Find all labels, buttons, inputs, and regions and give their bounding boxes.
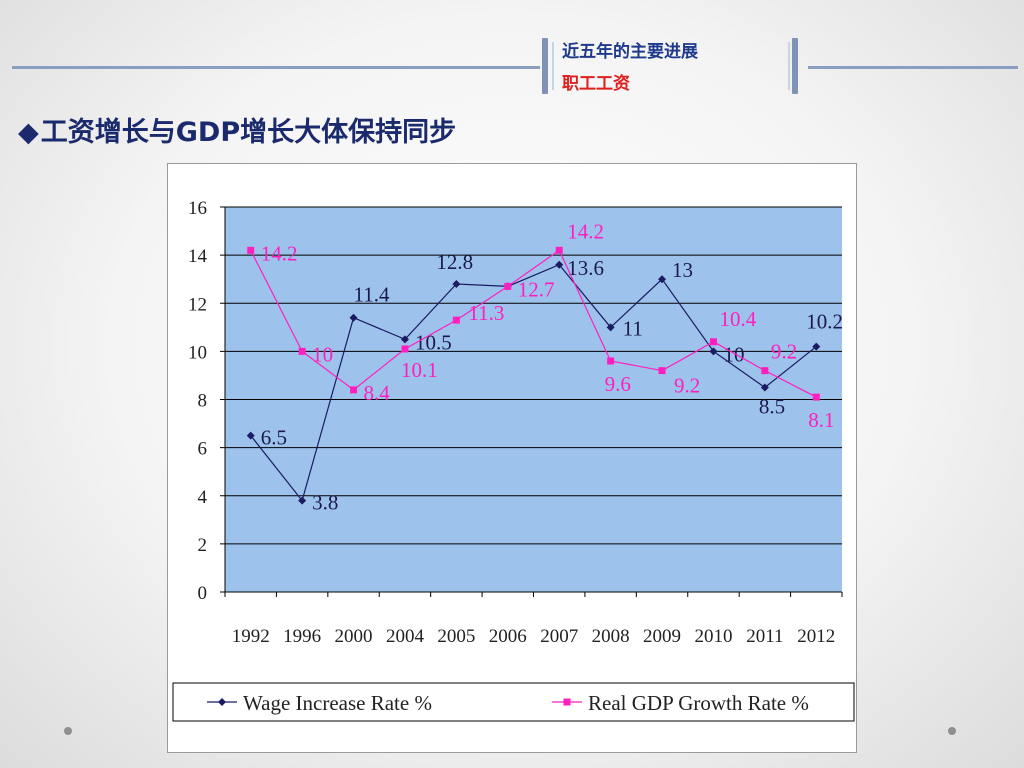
header-bracket-right-inner xyxy=(788,42,790,90)
x-tick-label: 1992 xyxy=(232,626,270,647)
wage-data-point xyxy=(812,342,821,351)
y-tick-label: 0 xyxy=(198,583,208,604)
header-rule-left xyxy=(12,66,540,69)
legend-wage-label: Wage Increase Rate % xyxy=(243,691,432,715)
y-tick-label: 2 xyxy=(198,535,208,556)
gdp-data-point xyxy=(607,357,615,365)
wage-data-label: 6.5 xyxy=(261,426,287,450)
gdp-series-line xyxy=(250,249,817,398)
header-rule-right xyxy=(808,66,1018,69)
wage-data-point xyxy=(555,260,564,269)
wage-data-point xyxy=(760,383,769,392)
gdp-data-point xyxy=(812,393,820,401)
gdp-data-point xyxy=(555,246,563,254)
wage-data-label: 3.8 xyxy=(312,491,338,515)
gdp-data-label: 9.2 xyxy=(771,340,797,364)
x-tick-label: 2009 xyxy=(643,626,681,647)
x-tick-label: 2005 xyxy=(437,626,475,647)
y-tick-label: 6 xyxy=(198,439,208,460)
gdp-data-point xyxy=(709,338,717,346)
wage-data-label: 13 xyxy=(672,258,693,282)
wage-data-label: 11 xyxy=(623,316,643,340)
x-tick-label: 2011 xyxy=(746,626,783,647)
y-tick-label: 4 xyxy=(198,487,208,508)
wage-data-label: 10.2 xyxy=(806,310,843,334)
gdp-data-label: 9.2 xyxy=(674,374,700,398)
headline-text: 工资增长与GDP增长大体保持同步 xyxy=(40,117,457,148)
wage-data-label: 13.6 xyxy=(567,256,604,280)
x-tick-label: 2007 xyxy=(540,626,578,647)
wage-data-point xyxy=(709,347,718,356)
legend-box xyxy=(172,682,855,722)
header-bracket-right xyxy=(792,38,798,94)
slide-nav-dot-right xyxy=(948,727,956,735)
gdp-data-label: 10.1 xyxy=(401,358,438,382)
wage-data-label: 10.5 xyxy=(415,330,452,354)
y-tick-label: 10 xyxy=(188,342,207,363)
x-tick-label: 2010 xyxy=(694,626,732,647)
gdp-data-point xyxy=(350,386,358,394)
gdp-data-label: 9.6 xyxy=(605,372,631,396)
gdp-data-point xyxy=(658,367,666,375)
gdp-data-point xyxy=(298,347,306,355)
slide-headline: ◆工资增长与GDP增长大体保持同步 xyxy=(18,110,456,149)
wage-data-point xyxy=(246,431,255,440)
wage-data-label: 11.4 xyxy=(354,283,390,307)
wage-data-point xyxy=(452,280,461,288)
x-tick-label: 2006 xyxy=(489,626,527,647)
x-tick-label: 2008 xyxy=(592,626,630,647)
gdp-data-label: 10.4 xyxy=(719,307,756,331)
gdp-data-label: 12.7 xyxy=(518,277,555,301)
x-tick-label: 2000 xyxy=(335,626,373,647)
gdp-data-point xyxy=(247,246,255,254)
gdp-data-label: 8.4 xyxy=(364,381,391,405)
y-tick-label: 12 xyxy=(188,294,207,315)
wage-data-point xyxy=(658,275,667,284)
legend-gdp-marker xyxy=(563,698,571,706)
wage-data-label: 10 xyxy=(723,342,744,366)
wage-data-point xyxy=(606,323,615,332)
wage-data-point xyxy=(400,335,409,344)
header-bracket-left xyxy=(542,38,548,94)
wage-data-label: 12.8 xyxy=(436,250,473,274)
section-title: 近五年的主要进展 xyxy=(562,42,698,62)
diamond-bullet-icon: ◆ xyxy=(18,117,39,148)
header-bracket-left-inner xyxy=(552,42,554,90)
gdp-data-label: 14.2 xyxy=(567,219,604,243)
legend-gdp-label: Real GDP Growth Rate % xyxy=(588,691,809,715)
slide-nav-dot-left xyxy=(64,727,72,735)
gdp-data-label: 8.1 xyxy=(808,408,834,432)
gdp-data-label: 10 xyxy=(312,342,333,366)
y-tick-label: 16 xyxy=(188,198,207,219)
x-tick-label: 2012 xyxy=(797,626,835,647)
wage-data-label: 8.5 xyxy=(759,394,785,418)
gdp-data-point xyxy=(452,316,460,324)
y-tick-label: 8 xyxy=(198,391,208,412)
gdp-data-point xyxy=(401,345,409,353)
legend-wage-marker xyxy=(218,698,226,706)
wage-data-point xyxy=(349,313,358,322)
line-chart: 0 2 4 6 8 10 12 14 16 1992 1996 2000 2004 2005 2006 200… xyxy=(172,198,855,722)
gdp-data-label: 14.2 xyxy=(261,241,298,265)
x-tick-label: 1996 xyxy=(283,626,321,647)
gdp-data-label: 11.3 xyxy=(468,301,504,325)
wage-series-line xyxy=(250,264,817,502)
y-tick-label: 14 xyxy=(188,246,208,267)
section-subtitle: 职工工资 xyxy=(562,74,630,94)
wage-data-point xyxy=(298,496,307,505)
x-tick-label: 2004 xyxy=(386,626,425,647)
gdp-data-point xyxy=(761,367,769,375)
gdp-data-point xyxy=(504,282,512,290)
